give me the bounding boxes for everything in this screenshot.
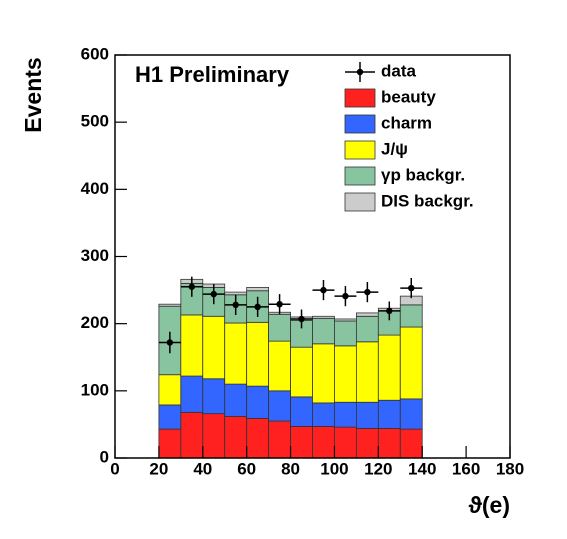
data-point xyxy=(364,288,371,296)
x-tick-label: 160 xyxy=(452,459,480,478)
data-point xyxy=(320,286,327,294)
bar-segment xyxy=(377,334,401,401)
bar-segment xyxy=(224,291,248,296)
bar-segment xyxy=(399,428,423,459)
x-tick-label: 40 xyxy=(193,459,212,478)
x-tick-label: 80 xyxy=(281,459,300,478)
bar-segment xyxy=(246,417,270,459)
data-point xyxy=(188,283,196,290)
bar-segment xyxy=(290,426,313,459)
bar-segment xyxy=(246,286,270,292)
bar-segment xyxy=(246,385,270,419)
plot-area xyxy=(158,276,423,459)
bar-segment xyxy=(355,312,379,317)
bar-segment xyxy=(399,326,423,400)
data-point xyxy=(298,315,305,323)
x-tick-label: 20 xyxy=(149,459,168,478)
bar-segment xyxy=(334,320,357,347)
bar-segment xyxy=(224,322,248,385)
y-tick-label: 0 xyxy=(100,447,109,466)
bar-segment xyxy=(268,340,291,392)
bar-segment xyxy=(158,303,182,307)
bar-segment xyxy=(355,341,379,403)
bar-segment xyxy=(158,428,182,459)
legend-label: DIS backgr. xyxy=(381,191,474,210)
bar-segment xyxy=(334,426,357,459)
bar-segment xyxy=(202,315,226,380)
bar-segment xyxy=(377,399,401,429)
x-axis-label: ϑ(e) xyxy=(469,492,511,518)
bar-segment xyxy=(334,318,357,322)
legend-swatch xyxy=(344,88,376,108)
legend-label: γp backgr. xyxy=(381,165,465,184)
data-point xyxy=(276,300,283,308)
data-point xyxy=(210,290,217,298)
legend-label: charm xyxy=(381,113,432,132)
bar-segment xyxy=(290,346,313,398)
y-tick-label: 500 xyxy=(81,112,109,131)
bar-segment xyxy=(268,420,291,459)
data-point xyxy=(254,303,261,311)
bar-segment xyxy=(355,428,379,459)
bar-segment xyxy=(158,374,182,406)
x-tick-label: 180 xyxy=(496,459,524,478)
legend-swatch xyxy=(344,192,376,212)
bar-segment xyxy=(355,401,379,429)
bar-segment xyxy=(180,375,204,413)
bar-segment xyxy=(312,402,335,427)
x-tick-label: 0 xyxy=(110,459,119,478)
bar-segment xyxy=(180,411,204,459)
legend-swatch xyxy=(344,140,376,160)
x-tick-label: 100 xyxy=(320,459,348,478)
bar-segment xyxy=(312,343,335,404)
legend-label: data xyxy=(381,61,417,80)
x-tick-label: 120 xyxy=(364,459,392,478)
y-axis-label: Events xyxy=(20,57,46,132)
bar-segment xyxy=(268,313,291,342)
bar-segment xyxy=(399,304,423,328)
y-tick-label: 300 xyxy=(81,246,109,265)
bar-segment xyxy=(377,428,401,459)
data-point xyxy=(386,307,393,315)
bar-segment xyxy=(334,345,357,403)
bar-segment xyxy=(224,383,248,417)
legend-swatch xyxy=(344,166,376,186)
x-tick-label: 60 xyxy=(237,459,256,478)
annotation: H1 Preliminary xyxy=(135,62,290,87)
bar-segment xyxy=(158,404,182,430)
bar-segment xyxy=(180,314,204,377)
bar-segment xyxy=(334,401,357,428)
y-tick-label: 400 xyxy=(81,179,109,198)
data-point xyxy=(342,292,349,300)
legend-marker xyxy=(356,68,364,76)
bar-segment xyxy=(312,426,335,459)
x-tick-label: 140 xyxy=(408,459,436,478)
bar-segment xyxy=(399,398,423,430)
data-point xyxy=(232,301,239,309)
y-tick-label: 100 xyxy=(81,380,109,399)
data-point xyxy=(166,339,174,346)
legend-label: J/ψ xyxy=(381,139,408,158)
bar-segment xyxy=(224,415,248,459)
y-tick-label: 200 xyxy=(81,313,109,332)
y-tick-label: 600 xyxy=(81,44,109,63)
bar-segment xyxy=(312,317,335,345)
legend-label: beauty xyxy=(381,87,436,106)
data-point xyxy=(408,284,415,292)
legend-swatch xyxy=(344,114,376,134)
bar-segment xyxy=(202,378,226,415)
bar-segment xyxy=(312,315,335,319)
bar-segment xyxy=(290,396,313,427)
bar-segment xyxy=(268,390,291,422)
bar-segment xyxy=(246,321,270,387)
bar-segment xyxy=(355,315,379,343)
bar-segment xyxy=(202,413,226,459)
